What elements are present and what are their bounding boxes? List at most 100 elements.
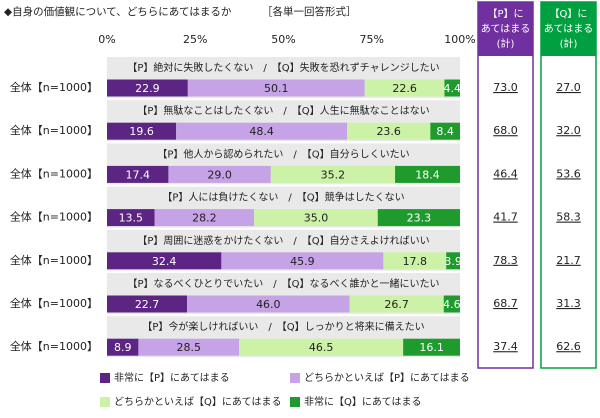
summary-value: 21.7 — [556, 254, 581, 267]
summary-value: 78.3 — [493, 254, 518, 267]
bar-segment — [270, 165, 396, 183]
x-tick-label: 0% — [98, 33, 115, 46]
pair-label: 【P】人には負けたくない / 【Q】競争はしたくない — [162, 191, 404, 204]
value-label: 4.4 — [443, 82, 461, 95]
value-label: 46.5 — [309, 341, 334, 354]
bar-segment — [444, 79, 460, 97]
bar-segment — [176, 122, 348, 140]
value-label: 3.9 — [444, 255, 462, 268]
category-label: 全体【n=1000】 — [10, 296, 98, 310]
value-label: 48.4 — [249, 125, 274, 138]
bar-segment — [403, 338, 460, 356]
bar-segment — [364, 79, 445, 97]
category-label: 全体【n=1000】 — [10, 166, 98, 180]
value-label: 28.2 — [192, 212, 217, 225]
pair-label: 【P】なるべくひとりでいたい / 【Q】なるべく誰かと一緒にいたい — [128, 277, 440, 290]
summary-header: (計) — [560, 37, 578, 50]
chart-subtitle: ［各単一回答形式］ — [262, 5, 357, 18]
value-label: 13.5 — [119, 212, 144, 225]
category-label: 全体【n=1000】 — [10, 80, 98, 94]
legend-label: どちらかといえば【Q】にあてはまる — [114, 396, 281, 408]
summary-value: 31.3 — [556, 297, 581, 310]
value-label: 23.6 — [376, 125, 401, 138]
value-label: 18.4 — [415, 168, 440, 181]
summary-header: あてはまる — [481, 23, 531, 35]
summary-value: 62.6 — [556, 340, 581, 353]
value-label: 22.9 — [135, 82, 160, 95]
summary-header: 【Q】に — [550, 8, 588, 20]
value-label: 50.1 — [264, 82, 289, 95]
legend-label: 非常に【Q】にあてはまる — [304, 395, 421, 408]
value-label: 22.6 — [392, 82, 417, 95]
summary-value: 41.7 — [493, 211, 518, 224]
bar-segment — [254, 209, 378, 227]
summary-value: 46.4 — [493, 167, 518, 180]
value-label: 4.6 — [443, 298, 461, 311]
bar-segment — [430, 122, 460, 140]
summary-header-bg — [478, 2, 533, 56]
bar-segment — [443, 295, 460, 313]
bar-segment — [107, 338, 139, 356]
bar-segment — [107, 295, 188, 313]
bar-segment — [138, 338, 240, 356]
value-label: 23.3 — [407, 212, 432, 225]
bar-segment — [107, 252, 222, 270]
pair-label: 【P】周囲に迷惑をかけたくない / 【Q】自分さえよければいい — [137, 234, 429, 247]
summary-frame — [477, 1, 534, 369]
value-label: 35.0 — [304, 212, 329, 225]
legend-swatch — [100, 373, 110, 383]
category-label: 全体【n=1000】 — [10, 123, 98, 137]
value-label: 16.1 — [419, 341, 444, 354]
summary-value: 27.0 — [556, 81, 581, 94]
category-label: 全体【n=1000】 — [10, 210, 98, 224]
value-label: 45.9 — [290, 255, 315, 268]
value-label: 8.9 — [114, 341, 132, 354]
value-label: 17.8 — [403, 255, 428, 268]
x-tick-label: 100% — [444, 33, 475, 46]
x-tick-label: 25% — [183, 33, 207, 46]
chart-title: ◆自身の価値観について、どちらにあてはまるか — [4, 5, 232, 18]
bar-segment — [187, 295, 350, 313]
summary-value: 53.6 — [556, 167, 581, 180]
summary-header: (計) — [497, 37, 515, 50]
summary-value: 37.4 — [493, 340, 518, 353]
summary-value: 68.0 — [493, 124, 518, 137]
pair-label: 【P】今が楽しければいい / 【Q】しっかりと将来に備えたい — [142, 320, 424, 333]
pair-label: 【P】無駄なことはしたくない / 【Q】人生に無駄なことはない — [137, 104, 429, 117]
bar-segment — [107, 209, 155, 227]
bar-segment — [107, 165, 169, 183]
bar-segment — [107, 122, 177, 140]
value-label: 17.4 — [125, 168, 150, 181]
value-label: 32.4 — [152, 255, 177, 268]
summary-value: 73.0 — [493, 81, 518, 94]
value-label: 26.7 — [384, 298, 409, 311]
summary-value: 68.7 — [493, 297, 518, 310]
bar-segment — [377, 209, 460, 227]
bar-segment — [383, 252, 447, 270]
bar-segment — [446, 252, 460, 270]
value-label: 29.0 — [207, 168, 232, 181]
bar-segment — [239, 338, 404, 356]
value-label: 22.7 — [135, 298, 160, 311]
legend-label: 非常に【P】にあてはまる — [114, 371, 230, 384]
bar-segment — [395, 165, 460, 183]
summary-frame — [540, 1, 597, 369]
bar-segment — [154, 209, 255, 227]
bar-segment — [187, 79, 365, 97]
legend-swatch — [100, 397, 110, 407]
value-label: 46.0 — [256, 298, 281, 311]
summary-value: 58.3 — [556, 211, 581, 224]
category-label: 全体【n=1000】 — [10, 253, 98, 267]
value-label: 8.4 — [436, 125, 454, 138]
value-label: 19.6 — [129, 125, 154, 138]
summary-header-bg — [541, 2, 596, 56]
legend-swatch — [290, 397, 300, 407]
value-label: 35.2 — [321, 168, 346, 181]
bar-segment — [221, 252, 384, 270]
summary-value: 32.0 — [556, 124, 581, 137]
x-tick-label: 50% — [271, 33, 295, 46]
bar-segment — [107, 79, 188, 97]
x-tick-label: 75% — [360, 33, 384, 46]
legend-swatch — [290, 373, 300, 383]
